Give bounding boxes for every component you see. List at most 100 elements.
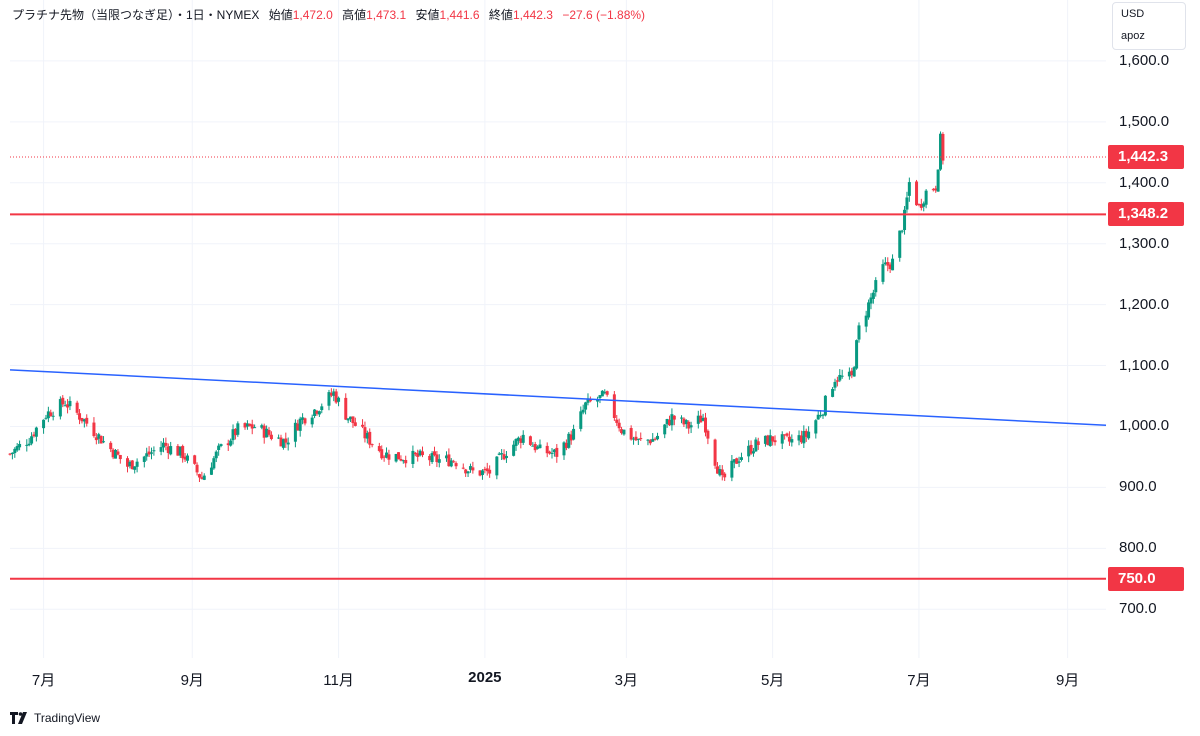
candle-body bbox=[672, 415, 676, 420]
candle-body bbox=[867, 302, 871, 318]
candle-body bbox=[763, 435, 767, 444]
candle-body bbox=[452, 461, 456, 463]
candle-body bbox=[689, 425, 693, 428]
candle-body bbox=[32, 434, 36, 437]
candle-body bbox=[723, 473, 727, 478]
candle-body bbox=[51, 415, 55, 417]
candle-body bbox=[159, 447, 163, 452]
candle-body bbox=[572, 428, 576, 440]
candle-body bbox=[169, 446, 173, 455]
candle-body bbox=[797, 435, 801, 441]
candle-body bbox=[454, 463, 458, 467]
candle-body bbox=[533, 444, 537, 451]
candle-body bbox=[804, 430, 808, 437]
candle-body bbox=[871, 292, 875, 299]
candle-body bbox=[483, 468, 487, 470]
candle-body bbox=[653, 438, 657, 440]
y-tick-label: 1,500.0 bbox=[1119, 112, 1170, 130]
candle-body bbox=[63, 405, 67, 407]
y-tick-label: 700.0 bbox=[1119, 600, 1157, 618]
candle-body bbox=[464, 469, 468, 474]
candle-body bbox=[907, 182, 911, 196]
candle-body bbox=[883, 262, 887, 264]
candle-body bbox=[430, 453, 434, 463]
candle-body bbox=[780, 434, 784, 444]
x-tick-label: 9月 bbox=[1055, 672, 1080, 689]
candle-body bbox=[751, 451, 755, 454]
candle-body bbox=[898, 230, 902, 258]
candle-body bbox=[370, 444, 374, 446]
candle-body bbox=[720, 469, 724, 475]
candle-body bbox=[320, 406, 324, 411]
candle-body bbox=[116, 451, 120, 455]
candle-body bbox=[555, 447, 559, 457]
candle-body bbox=[185, 455, 189, 461]
candle-body bbox=[118, 454, 122, 460]
candle-body bbox=[334, 391, 338, 403]
candle-body bbox=[380, 449, 384, 459]
candle-body bbox=[632, 438, 636, 440]
candle-body bbox=[785, 433, 789, 436]
candle-body bbox=[382, 456, 386, 458]
candle-body bbox=[768, 435, 772, 446]
candle-body bbox=[629, 427, 633, 440]
candle-body bbox=[847, 371, 851, 377]
x-tick-label: 7月 bbox=[907, 672, 931, 689]
candle-body bbox=[598, 395, 602, 399]
candle-body bbox=[181, 446, 185, 459]
candle-body bbox=[197, 474, 201, 478]
candle-body bbox=[147, 451, 151, 455]
descending-trendline[interactable] bbox=[9, 369, 1107, 427]
candle-body bbox=[665, 419, 669, 425]
candle-body bbox=[773, 440, 777, 443]
candle-body bbox=[485, 468, 489, 472]
candle-body bbox=[85, 417, 89, 424]
y-tick-label: 1,400.0 bbox=[1119, 173, 1170, 191]
candle-body bbox=[315, 410, 319, 414]
candle-body bbox=[368, 431, 372, 445]
candle-body bbox=[941, 133, 945, 161]
candle-body bbox=[886, 262, 890, 266]
candle-body bbox=[622, 429, 626, 435]
candle-body bbox=[713, 439, 717, 466]
candle-body bbox=[586, 398, 590, 403]
tradingview-brand: TradingView bbox=[34, 711, 101, 725]
open-label: 始値 bbox=[268, 8, 293, 22]
candle-body bbox=[178, 446, 182, 456]
x-tick-label: 2025 bbox=[468, 669, 502, 686]
candle-body bbox=[200, 477, 204, 479]
candle-body bbox=[783, 434, 787, 436]
candle-body bbox=[790, 439, 794, 443]
candle-body bbox=[142, 456, 146, 462]
candle-body bbox=[99, 435, 103, 444]
candle-body bbox=[281, 439, 285, 448]
candle-body bbox=[80, 417, 84, 422]
candle-body bbox=[13, 448, 17, 454]
candle-body bbox=[466, 471, 470, 474]
x-tick-label: 11月 bbox=[323, 672, 354, 689]
candle-body bbox=[500, 453, 504, 455]
candle-body bbox=[939, 133, 943, 170]
candle-body bbox=[296, 423, 300, 431]
candle-body bbox=[449, 460, 453, 467]
candle-body bbox=[816, 414, 820, 420]
candle-body bbox=[512, 444, 516, 456]
candle-body bbox=[447, 454, 451, 467]
candle-body bbox=[934, 188, 938, 191]
candle-body bbox=[245, 423, 249, 427]
tradingview-attribution[interactable]: TradingView bbox=[10, 711, 100, 725]
candle-body bbox=[229, 440, 233, 446]
candle-body bbox=[94, 437, 98, 441]
candle-body bbox=[34, 427, 38, 437]
candle-body bbox=[838, 374, 842, 381]
candle-body bbox=[917, 204, 921, 206]
candle-body bbox=[749, 444, 753, 454]
candle-body bbox=[823, 395, 827, 416]
candle-body bbox=[634, 436, 638, 441]
currency-unit-box[interactable]: USD apoz bbox=[1112, 2, 1186, 50]
candle-body bbox=[840, 375, 844, 377]
candle-body bbox=[905, 197, 909, 210]
candle-body bbox=[682, 418, 686, 425]
candle-body bbox=[365, 432, 369, 439]
